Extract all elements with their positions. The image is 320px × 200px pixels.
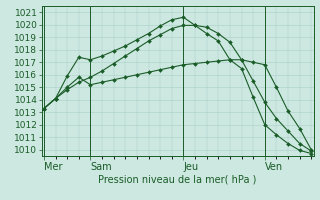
X-axis label: Pression niveau de la mer( hPa ): Pression niveau de la mer( hPa )	[99, 174, 257, 184]
